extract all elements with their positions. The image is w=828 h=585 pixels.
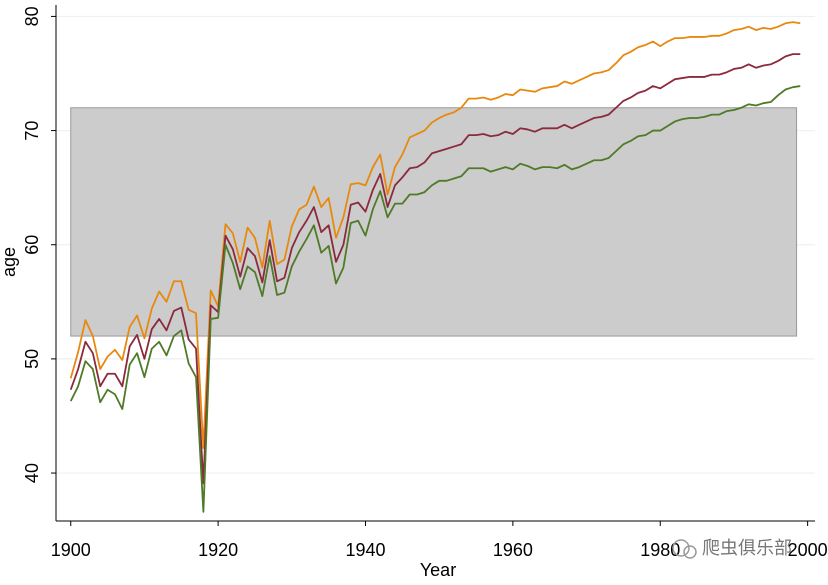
y-tick-label: 40 [22, 463, 42, 483]
x-axis-label: Year [420, 560, 456, 580]
y-tick-label: 50 [22, 349, 42, 369]
series-line [69, 85, 801, 513]
x-tick-label: 1960 [493, 540, 533, 560]
x-tick-label: 1980 [640, 540, 680, 560]
watermark-icon [672, 539, 690, 557]
x-tick-label: 1920 [198, 540, 238, 560]
watermark: 爬虫俱乐部 [672, 538, 792, 559]
y-tick-label: 60 [22, 235, 42, 255]
shaded-region [70, 107, 798, 337]
watermark-icon [683, 545, 697, 559]
y-tick-label: 70 [22, 121, 42, 141]
x-tick-label: 1940 [345, 540, 385, 560]
x-tick-label: 2000 [788, 540, 828, 560]
series-line [69, 53, 801, 485]
y-axis-label: age [0, 247, 19, 277]
watermark-text: 爬虫俱乐部 [702, 538, 792, 558]
y-tick-label: 80 [22, 6, 42, 26]
series-line [69, 21, 801, 449]
x-tick-label: 1900 [51, 540, 91, 560]
